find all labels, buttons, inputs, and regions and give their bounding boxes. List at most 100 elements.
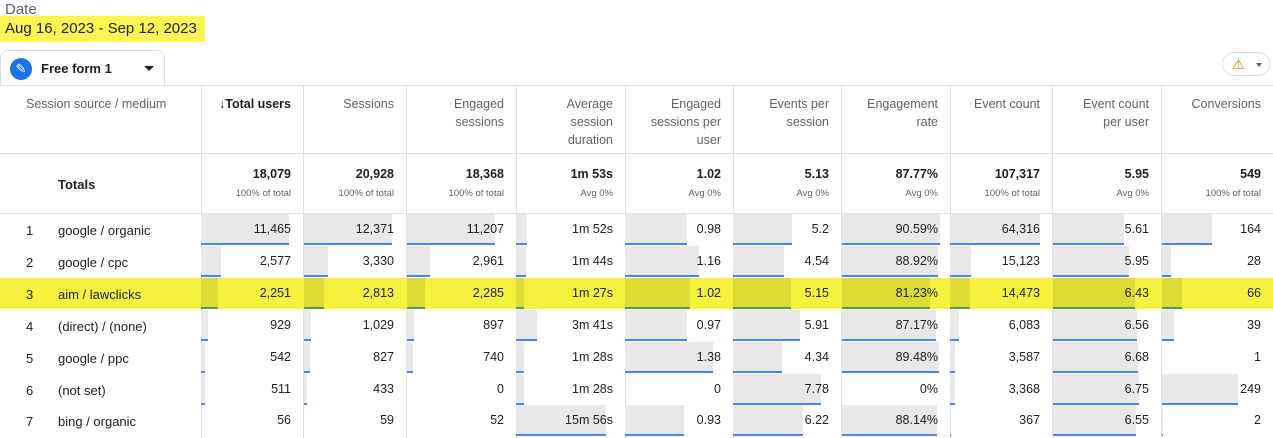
column-header[interactable]: ↓Total users [218,97,291,111]
totals-subtext: Avg 0% [688,188,721,199]
bar-fill [950,405,951,435]
bar-fill [950,214,1040,243]
source-medium-link[interactable]: google / cpc [58,254,129,270]
table-row[interactable]: 5 google / ppc 542 827 740 1m 28s 1.38 4.34 89.4… [0,341,1273,373]
cell-value: 12,371 [355,222,394,236]
column-header[interactable]: Average session duration [566,97,613,147]
bar-fill [516,405,606,435]
bar-fill [733,405,803,435]
cell-value: 2,285 [472,285,504,300]
bar-line [950,338,959,341]
bar-line [304,306,324,309]
table-row[interactable]: 3 aim / lawclicks 2,251 2,813 2,285 1m 27s 1.0… [0,277,1273,309]
tab-free-form-1[interactable]: ✎ Free form 1 [0,50,165,85]
column-header[interactable]: Event count per user [1082,97,1149,129]
totals-subtext: Avg 0% [1116,188,1149,199]
table-row[interactable]: 7 bing / organic 56 59 52 15m 56s 0.93 6.22 88.1… [0,405,1273,437]
bar-line [516,434,606,437]
bar-fill [950,309,959,339]
bar-fill [304,373,307,403]
totals-subtext: Avg 0% [905,188,938,199]
bar-line [201,338,208,341]
column-header[interactable]: Sessions [343,97,394,111]
bar-line [516,243,527,245]
warning-button[interactable]: ⚠ [1222,52,1270,76]
date-range[interactable]: Aug 16, 2023 - Sep 12, 2023 [0,16,205,42]
bar-fill [950,277,970,307]
totals-subtext: 100% of total [448,188,504,199]
bar-line [625,370,713,373]
column-header[interactable]: Engaged sessions [453,97,504,129]
totals-subtext: 100% of total [338,188,394,199]
bar-fill [201,277,218,307]
bar-fill [201,341,205,371]
source-medium-link[interactable]: (not set) [58,382,106,398]
column-header[interactable]: Session source / medium [26,97,167,111]
table-row[interactable]: 1 google / organic 11,465 12,371 11,207 1m 52… [0,214,1273,245]
bar-line [842,243,940,245]
table-row[interactable]: 6 (not set) 511 433 0 1m 28s 0 7.78 0% 3,368 6.75 2… [0,373,1273,405]
bar-fill [733,277,791,307]
bar-line [1162,274,1171,277]
cell-value: 88.92% [895,253,938,268]
cell-value: 740 [483,349,504,364]
cell-value: 1m 28s [572,349,613,364]
source-medium-link[interactable]: aim / lawclicks [58,286,142,302]
bar-line [733,243,792,245]
bar-line [304,338,311,341]
bar-line [304,402,307,405]
cell-value: 56 [277,413,291,428]
row-index: 2 [26,254,34,270]
totals-value: 1m 53s [570,167,613,181]
column-header[interactable]: Event count [973,97,1040,111]
column-header[interactable]: Events per session [769,97,829,129]
bar-fill [201,245,221,275]
bar-line [407,274,430,277]
column-header[interactable]: Engagement rate [867,97,938,129]
totals-value: 549 [1240,167,1261,181]
bar-fill [516,373,524,403]
cell-value: 2,577 [259,253,291,268]
cell-value: 0 [714,381,721,396]
source-medium-link[interactable]: (direct) / (none) [58,318,147,334]
cell-value: 4.54 [804,253,829,268]
bar-line [950,402,955,405]
source-medium-link[interactable]: bing / organic [58,414,137,430]
bar-fill [407,277,425,307]
bar-fill [625,245,699,275]
cell-value: 39 [1247,317,1261,332]
cell-value: 81.23% [895,285,938,300]
chevron-down-icon[interactable] [144,66,154,71]
bar-line [950,370,955,373]
table-row[interactable]: 4 (direct) / (none) 929 1,029 897 3m 41s 0.97 5… [0,309,1273,341]
cell-value: 5.95 [1124,253,1149,268]
bar-line [1053,370,1138,373]
table-row[interactable]: 2 google / cpc 2,577 3,330 2,961 1m 44s 1.16 4.… [0,245,1273,277]
bar-line [1162,243,1212,245]
column-header[interactable]: Conversions [1191,97,1261,111]
cell-value: 7.78 [804,381,829,396]
bar-fill [201,373,205,403]
bar-line [733,434,803,437]
bar-fill [516,309,537,339]
bar-fill [516,245,526,275]
bar-fill [950,341,955,371]
bar-line [733,402,821,405]
column-header[interactable]: Engaged sessions per user [650,97,721,147]
column-divider [303,85,304,438]
cell-value: 5.2 [811,222,829,236]
bar-line [733,338,800,341]
bar-line [733,306,791,309]
cell-value: 15,123 [1001,253,1040,268]
totals-subtext: Avg 0% [796,188,829,199]
bar-line [516,274,526,277]
source-medium-link[interactable]: google / organic [58,223,151,238]
cell-value: 1,029 [362,317,394,332]
bar-fill [625,277,690,307]
bar-fill [625,214,687,243]
source-medium-link[interactable]: google / ppc [58,350,129,366]
chevron-down-icon [1256,63,1262,67]
bar-line [842,274,938,277]
bar-fill [625,405,684,435]
bar-line [733,274,784,277]
